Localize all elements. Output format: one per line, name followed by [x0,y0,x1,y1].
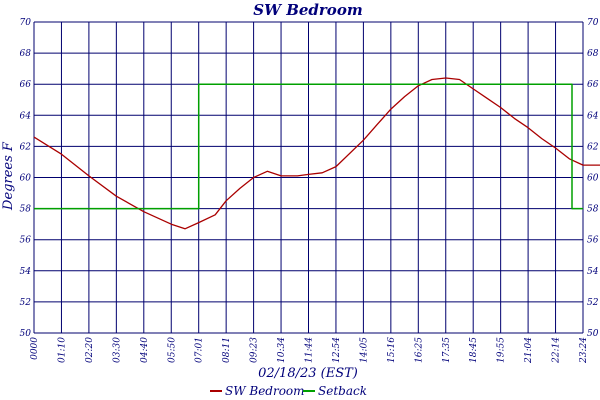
y-tick-label-right: 52 [587,298,599,308]
x-tick-label: 16:25 [414,337,424,363]
y-tick-label-right: 68 [587,49,599,59]
y-axis-label: Degrees F [1,141,16,211]
y-tick-label-left: 52 [20,298,32,308]
x-tick-label: 04:40 [140,337,150,363]
x-tick-label: 01:10 [57,337,67,363]
legend-entry: SW Bedroom [225,384,305,398]
y-tick-label-left: 54 [20,267,32,277]
x-tick-label: 12:54 [332,337,342,363]
series-lines [33,77,600,230]
x-tick-label: 03:30 [112,337,122,363]
x-tick-label: 23:24 [579,337,589,364]
x-tick-label: 10:34 [277,337,287,363]
y-tick-label-right: 70 [587,18,599,28]
x-tick-label: 0000 [30,337,40,360]
y-tick-label-left: 62 [20,142,32,152]
series-line-sw-bedroom [33,77,600,230]
x-tick-label: 05:50 [167,337,177,363]
x-tick-label: 14:05 [359,337,369,363]
y-tick-label-left: 66 [20,80,32,90]
x-tick-label: 08:11 [222,337,232,363]
y-tick-label-right: 58 [587,205,599,215]
x-tick-label: 19:55 [497,337,507,363]
x-tick-label: 11:44 [305,337,315,363]
x-tick-label: 17:35 [442,337,452,363]
y-tick-label-right: 60 [587,174,599,184]
grid-lines [33,21,584,334]
legend-entry: Setback [318,384,367,398]
y-tick-labels-left: 50 52 54 56 58 60 62 64 66 68 70 [20,18,32,339]
chart-title: SW Bedroom [253,1,362,19]
x-tick-label: 09:23 [250,337,260,363]
y-tick-label-left: 50 [20,329,32,339]
y-tick-label-right: 64 [587,111,599,121]
x-tick-label: 02:20 [85,337,95,363]
y-tick-label-left: 64 [20,111,32,121]
x-tick-label: 15:16 [387,337,397,363]
y-tick-label-right: 50 [587,329,599,339]
x-tick-label: 22:14 [552,337,562,364]
y-tick-labels-right: 50 52 54 56 58 60 62 64 66 68 70 [587,18,599,339]
x-tick-label: 21:04 [524,337,534,364]
y-tick-label-left: 68 [20,49,32,59]
y-tick-label-right: 62 [587,142,599,152]
x-tick-labels: 0000 01:10 02:20 03:30 04:40 05:50 07:01 08:11 0… [30,337,589,364]
y-tick-label-left: 70 [20,18,32,28]
y-tick-label-right: 66 [587,80,599,90]
x-tick-label: 07:01 [195,337,205,363]
y-tick-label-left: 60 [20,174,32,184]
x-tick-label: 18:45 [469,337,479,363]
y-tick-label-left: 58 [20,205,32,215]
y-tick-label-left: 56 [20,236,32,246]
y-tick-label-right: 54 [587,267,599,277]
y-tick-label-right: 56 [587,236,599,246]
series-line-setback [34,83,583,210]
x-axis-label: 02/18/23 (EST) [258,366,358,381]
legend: SW Bedroom Setback [210,384,367,398]
